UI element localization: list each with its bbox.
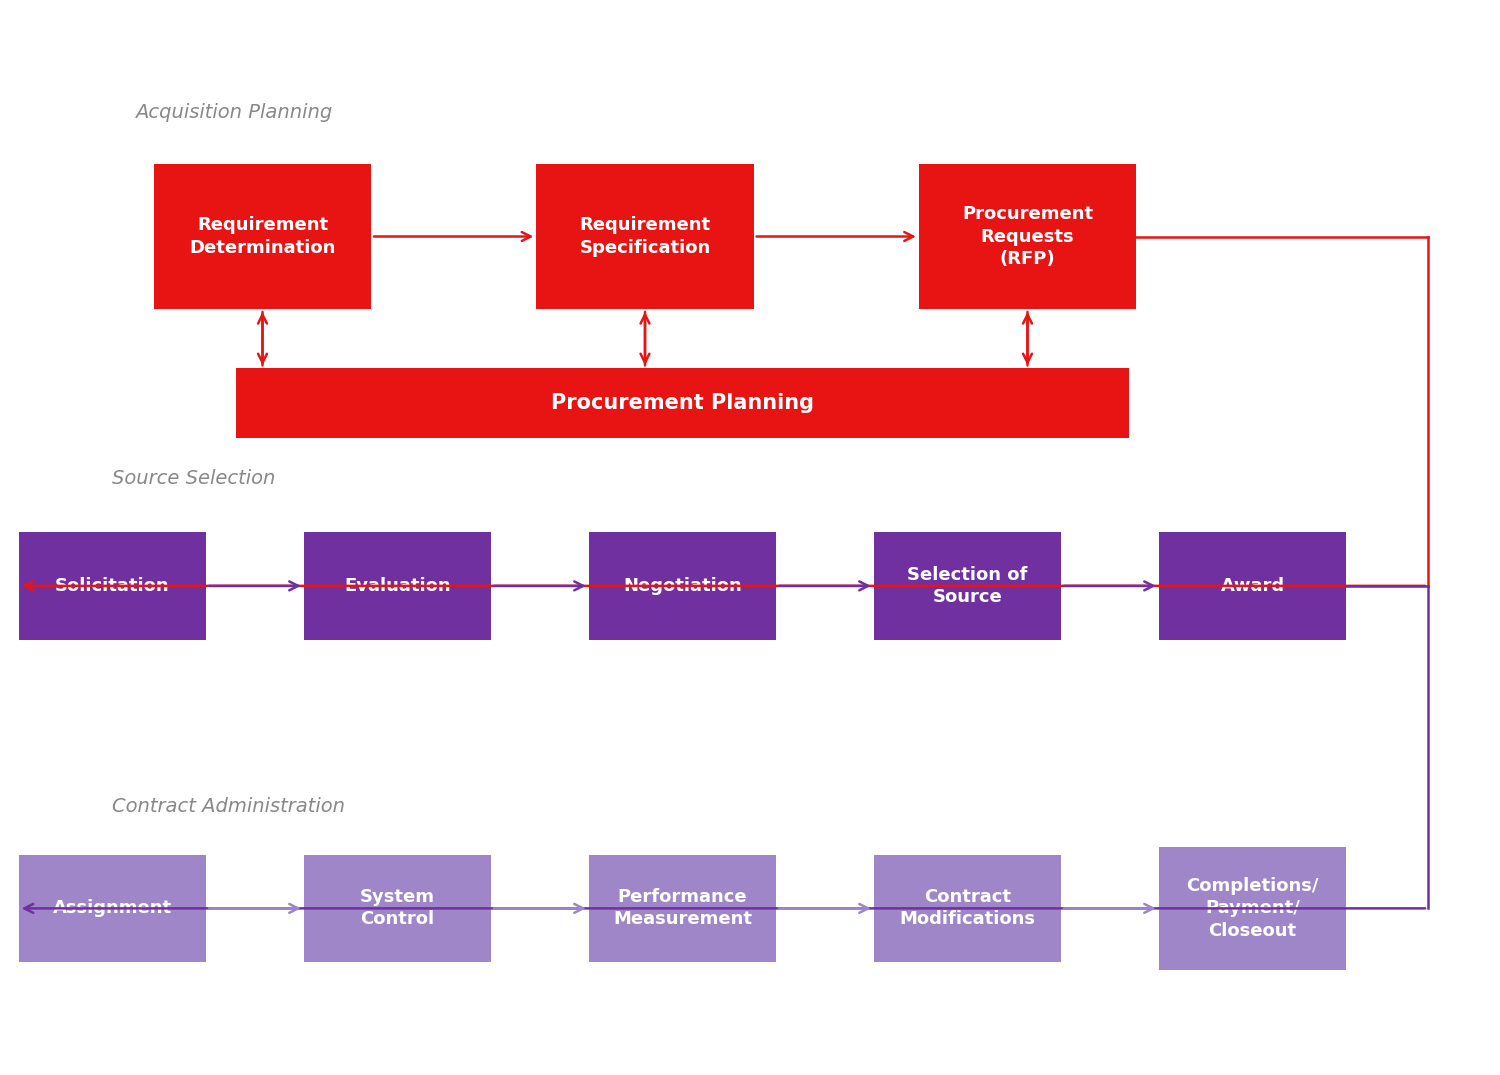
FancyBboxPatch shape	[873, 532, 1062, 640]
FancyBboxPatch shape	[303, 855, 492, 962]
FancyBboxPatch shape	[237, 368, 1128, 439]
Text: Contract Administration: Contract Administration	[112, 797, 345, 816]
FancyBboxPatch shape	[537, 163, 753, 310]
Text: Award: Award	[1221, 577, 1284, 594]
Text: Solicitation: Solicitation	[56, 577, 170, 594]
Text: Acquisition Planning: Acquisition Planning	[135, 103, 333, 123]
FancyBboxPatch shape	[588, 532, 777, 640]
FancyBboxPatch shape	[873, 855, 1062, 962]
Text: Source Selection: Source Selection	[112, 469, 276, 488]
Text: Evaluation: Evaluation	[344, 577, 452, 594]
Text: Requirement
Determination: Requirement Determination	[189, 216, 336, 257]
FancyBboxPatch shape	[153, 163, 372, 310]
Text: Procurement Planning: Procurement Planning	[550, 393, 814, 413]
FancyBboxPatch shape	[588, 855, 777, 962]
Text: Negotiation: Negotiation	[622, 577, 742, 594]
FancyBboxPatch shape	[918, 163, 1137, 310]
FancyBboxPatch shape	[1158, 532, 1347, 640]
Text: System
Control: System Control	[360, 888, 435, 929]
Text: Completions/
Payment/
Closeout: Completions/ Payment/ Closeout	[1186, 877, 1318, 940]
FancyBboxPatch shape	[303, 532, 492, 640]
FancyBboxPatch shape	[1158, 847, 1347, 970]
FancyBboxPatch shape	[18, 855, 207, 962]
Text: Contract
Modifications: Contract Modifications	[900, 888, 1035, 929]
Text: Assignment: Assignment	[53, 900, 172, 917]
Text: Selection of
Source: Selection of Source	[908, 565, 1028, 606]
Text: Requirement
Specification: Requirement Specification	[579, 216, 711, 257]
FancyBboxPatch shape	[18, 532, 207, 640]
Text: Performance
Measurement: Performance Measurement	[614, 888, 752, 929]
Text: Procurement
Requests
(RFP): Procurement Requests (RFP)	[962, 205, 1094, 268]
